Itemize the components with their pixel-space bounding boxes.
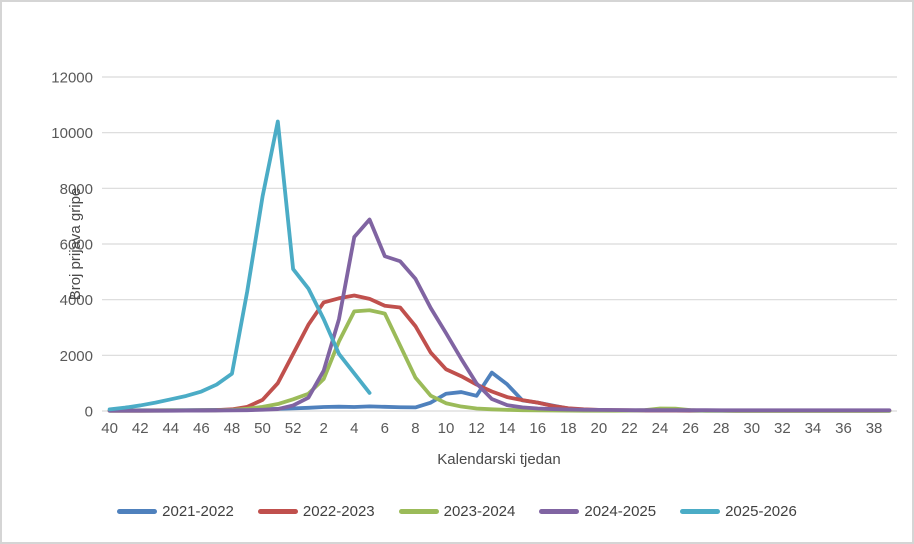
y-tick-label: 10000 [51,125,93,142]
x-tick-label: 40 [101,420,118,437]
legend-line-swatch [539,509,580,514]
y-tick-label: 8000 [60,181,93,198]
x-tick-label: 12 [468,420,485,437]
legend-line-swatch [257,509,298,514]
x-tick-label: 28 [713,420,730,437]
legend-label: 2025-2026 [725,503,797,520]
x-tick-label: 26 [682,420,699,437]
y-tick-label: 12000 [51,70,93,87]
legend-item-2023-2024: 2023-2024 [398,503,516,520]
x-axis-title: Kalendarski tjedan [437,451,560,468]
x-tick-label: 34 [805,420,822,437]
chart-legend: 2021-2022 2022-2023 2023-2024 2024-2025 2025… [2,503,912,520]
x-tick-label: 2 [320,420,328,437]
legend-label: 2022-2023 [302,503,375,520]
x-tick-label: 38 [866,420,883,437]
series-lines [107,119,892,413]
x-tick-label: 52 [285,420,302,437]
y-tick-label: 6000 [60,237,93,254]
legend-item-2021-2022: 2021-2022 [117,503,234,520]
x-axis-tick-labels: 40 42 44 46 48 50 52 2 4 6 8 10 12 14 16 18 20 22 24 26 28 30… [101,420,882,437]
x-tick-label: 8 [411,420,419,437]
series-line-2024-2025 [107,217,892,413]
series-line-2022-2023 [107,293,892,413]
legend-label: 2021-2022 [162,503,234,520]
x-tick-label: 6 [381,420,389,437]
x-tick-label: 36 [835,420,852,437]
legend-item-2022-2023: 2022-2023 [257,503,375,520]
x-tick-label: 24 [652,420,669,437]
y-tick-label: 4000 [60,292,93,309]
y-tick-label: 0 [85,404,93,421]
x-tick-label: 22 [621,420,638,437]
y-tick-label: 2000 [60,348,93,365]
x-tick-label: 16 [529,420,546,437]
legend-line-swatch [680,509,721,514]
legend-label: 2023-2024 [443,503,516,520]
x-tick-label: 4 [350,420,358,437]
x-tick-label: 42 [132,420,149,437]
series-line-2025-2026 [107,119,372,412]
y-axis-title: Broj prijava gripe [67,188,84,301]
x-tick-label: 18 [560,420,577,437]
x-tick-label: 50 [254,420,271,437]
x-tick-label: 30 [743,420,760,437]
legend-line-swatch [398,509,439,514]
legend-label: 2024-2025 [584,503,657,520]
legend-item-2024-2025: 2024-2025 [539,503,656,520]
legend-item-2025-2026: 2025-2026 [680,503,797,520]
y-axis-tick-labels: 0 2000 4000 6000 8000 10000 12000 [51,70,93,421]
x-tick-label: 10 [438,420,455,437]
gridlines [102,76,897,412]
legend-line-swatch [117,509,158,514]
x-tick-label: 20 [591,420,608,437]
x-tick-label: 44 [162,420,179,437]
x-tick-label: 14 [499,420,516,437]
x-tick-label: 48 [224,420,241,437]
x-tick-label: 32 [774,420,791,437]
x-tick-label: 46 [193,420,210,437]
